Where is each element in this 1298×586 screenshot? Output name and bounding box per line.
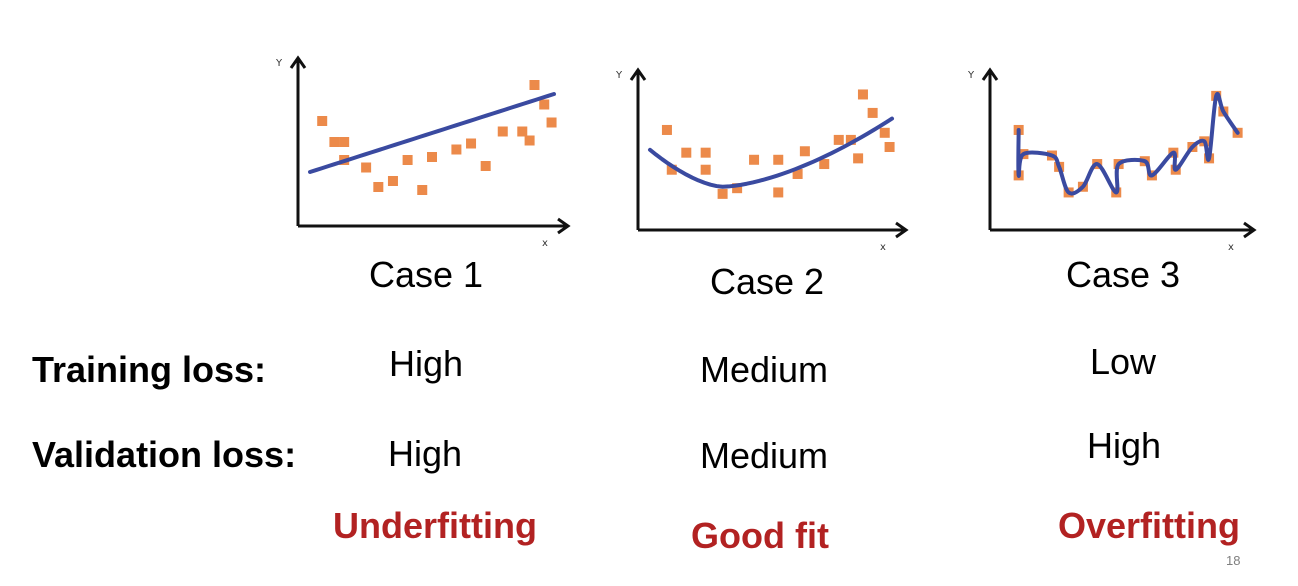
validation-loss-case-1: High: [388, 433, 463, 474]
case-1-title: Case 1: [369, 254, 484, 295]
y-axis-label: Y: [615, 70, 623, 81]
data-point: [517, 126, 528, 137]
training-loss-case-3: Low: [1090, 341, 1157, 382]
data-point: [853, 153, 864, 164]
data-point: [361, 162, 372, 173]
training-loss-case-1: High: [389, 343, 464, 384]
page-number: 18: [1226, 553, 1241, 568]
data-point: [466, 138, 477, 149]
training-loss-case-2: Medium: [700, 349, 829, 390]
fit-curve: [1016, 92, 1240, 196]
data-point: [732, 183, 743, 194]
case-2-plot: Yx: [615, 67, 909, 253]
data-point: [879, 127, 890, 138]
data-point: [339, 137, 350, 147]
data-point: [867, 107, 878, 118]
verdict-underfitting: Underfitting: [333, 505, 537, 546]
verdict-good-fit: Good fit: [691, 515, 829, 556]
data-point: [845, 134, 856, 145]
x-axis-arrow: [1243, 221, 1257, 239]
y-axis-label: Y: [275, 58, 283, 69]
x-axis-label: x: [880, 242, 886, 253]
validation-loss-case-2: Medium: [700, 435, 829, 476]
training-loss-label: Training loss:: [32, 349, 267, 390]
y-axis-arrow: [289, 55, 307, 69]
validation-loss-label: Validation loss:: [32, 434, 297, 475]
x-axis-arrow: [557, 217, 571, 235]
fit-curve: [308, 92, 556, 174]
data-point: [819, 159, 830, 170]
data-point: [329, 137, 340, 147]
data-point: [387, 176, 398, 186]
y-axis-label: Y: [967, 70, 975, 81]
data-point: [539, 99, 550, 110]
data-point: [884, 142, 895, 152]
data-point: [373, 182, 384, 192]
x-axis-label: x: [1228, 242, 1234, 253]
data-point: [773, 187, 784, 198]
data-point: [497, 126, 508, 137]
data-point: [661, 124, 672, 135]
validation-loss-case-3: High: [1087, 425, 1162, 466]
x-axis-arrow: [895, 221, 909, 239]
data-point: [681, 147, 692, 158]
data-point: [749, 154, 760, 165]
data-point: [524, 135, 535, 146]
data-point: [546, 117, 557, 128]
data-point: [799, 146, 810, 157]
data-point: [480, 161, 491, 171]
data-point: [427, 152, 437, 162]
data-point: [666, 164, 677, 175]
data-point: [417, 185, 428, 195]
data-point: [700, 164, 711, 175]
fit-curve: [648, 116, 894, 189]
y-axis-arrow: [981, 67, 999, 81]
y-axis-arrow: [629, 67, 647, 81]
case-3-title: Case 3: [1066, 254, 1181, 295]
data-point: [717, 188, 728, 199]
data-point: [833, 134, 844, 145]
case-2-title: Case 2: [710, 261, 825, 302]
data-point: [700, 147, 711, 158]
data-point: [317, 116, 328, 126]
verdict-overfitting: Overfitting: [1058, 505, 1241, 546]
x-axis-label: x: [542, 238, 548, 249]
data-point: [792, 168, 803, 179]
data-point: [402, 155, 413, 165]
case-1-plot: Yx: [275, 55, 571, 249]
data-point: [857, 89, 868, 100]
data-point: [451, 144, 462, 155]
data-point: [529, 80, 540, 90]
data-point: [773, 154, 784, 165]
case-3-plot: Yx: [967, 67, 1257, 253]
